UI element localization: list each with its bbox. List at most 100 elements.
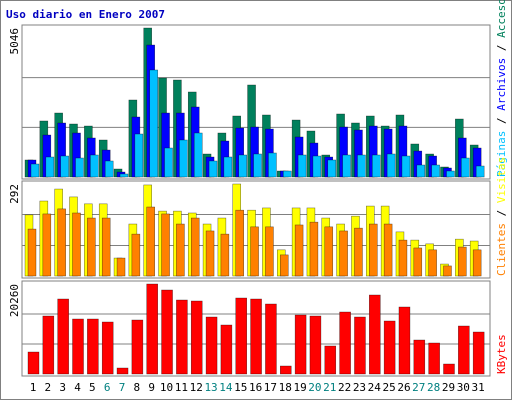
bar [458,246,467,277]
bar [324,345,337,375]
bar [383,223,393,277]
bar [383,320,396,375]
bar [398,239,408,277]
x-tick-label: 19 [293,381,306,394]
bar [339,230,348,277]
bar [205,316,218,375]
y-tick-label: 20260 [8,284,21,317]
bar [235,209,244,277]
x-tick-label: 2 [45,381,52,394]
x-tick-label: 7 [119,381,126,394]
bar [398,306,411,375]
x-tick-label: 10 [160,381,173,394]
bar [354,227,363,277]
bar [443,265,452,277]
bar [265,226,274,277]
bar [190,217,200,277]
bar [146,283,158,375]
bar [268,152,277,178]
legend-entry: Accesos [495,0,508,38]
bar [327,159,337,178]
legend-entry: Clientes [495,223,508,276]
legend: Clientes / Visitas [495,157,508,276]
bar [57,298,69,375]
bar [164,147,173,178]
x-tick-label: 27 [412,381,425,394]
bar [131,319,144,375]
x-tick-label: 23 [353,381,366,394]
bar [27,228,37,277]
bar [324,226,334,277]
bar [280,254,289,277]
x-tick-label: 15 [234,381,247,394]
y-tick-label: 5046 [8,28,21,55]
bar [354,316,366,375]
bar [294,224,304,277]
x-tick-label: 22 [338,381,351,394]
legend-separator: / [495,38,508,58]
bar [75,157,84,178]
bar [443,363,455,375]
bar [250,298,262,375]
bar [101,321,114,375]
bar [401,155,411,178]
bar [428,342,440,375]
x-tick-label: 31 [472,381,485,394]
bar [42,315,55,375]
x-tick-label: 12 [190,381,203,394]
bar [309,315,322,375]
bar [339,311,351,375]
x-tick-label: 30 [457,381,470,394]
legend-separator: / [495,203,508,223]
y-tick-label: 292 [8,184,21,204]
bar [369,223,378,277]
x-tick-label: 21 [323,381,336,394]
bar [30,163,40,178]
x-tick-label: 14 [219,381,233,394]
x-tick-label: 26 [397,381,410,394]
bar [428,249,437,277]
bar [297,154,307,178]
bar [280,365,292,375]
bar [208,160,218,178]
x-tick-label: 13 [204,381,217,394]
bar [116,257,126,277]
bar [116,367,129,375]
x-tick-label: 6 [104,381,111,394]
bar [235,297,247,375]
bar [161,289,173,375]
bar [27,351,40,375]
legend-entry: Visitas [495,157,508,203]
x-tick-label: 11 [175,381,188,394]
legend-separator: / [495,111,508,131]
x-tick-label: 25 [383,381,396,394]
bar [161,213,170,277]
bar [190,300,203,375]
bar [176,223,185,277]
bar [294,314,307,375]
bar [90,154,99,178]
legend-entry: KBytes [495,334,508,374]
bar [45,156,55,178]
bar [342,154,351,178]
chart-title: Uso diario en Enero 2007 [6,8,165,21]
legend-entry: Páginas [495,131,508,177]
bar [416,164,426,178]
bar [134,133,144,178]
bar [446,170,455,178]
bar [475,165,485,178]
bar [176,299,188,375]
bar [60,155,69,178]
bar [72,212,81,277]
bar [131,233,141,277]
x-tick-label: 9 [148,381,155,394]
bar [146,206,155,277]
x-tick-label: 8 [134,381,141,394]
bar [372,154,381,178]
bar [413,339,426,375]
bar [149,69,158,178]
bar [431,164,440,178]
bar [42,213,52,277]
legend-entry: Archivos [495,58,508,111]
